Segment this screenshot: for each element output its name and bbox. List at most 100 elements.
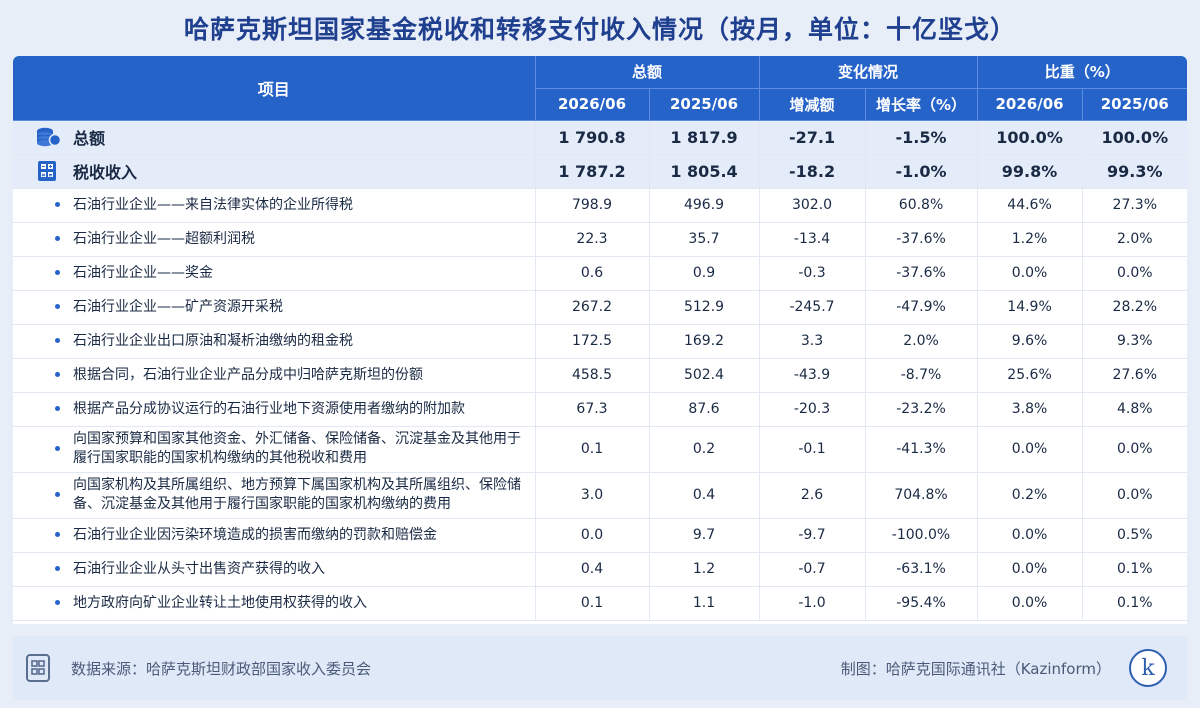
table-cell: 0.1 xyxy=(535,586,650,621)
row-label: 根据产品分成协议运行的石油行业地下资源使用者缴纳的附加款 xyxy=(13,392,536,427)
footer: 数据来源：哈萨克斯坦财政部国家收入委员会 制图：哈萨克国际通讯社（Kazinfo… xyxy=(13,636,1187,700)
table-cell: 169.2 xyxy=(649,324,760,359)
table-row: 石油行业企业出口原油和凝析油缴纳的租金税 172.5 169.2 3.3 2.0% 9.6… xyxy=(13,324,1187,359)
table-cell: 0.1% xyxy=(1082,552,1187,587)
summary-cell: -18.2 xyxy=(759,154,866,189)
table-cell: 3.3 xyxy=(759,324,866,359)
table-cell: 14.9% xyxy=(977,290,1083,325)
table-cell: -245.7 xyxy=(759,290,866,325)
row-label: 石油行业企业——奖金 xyxy=(13,256,536,291)
table-cell: 60.8% xyxy=(865,188,978,223)
page-title: 哈萨克斯坦国家基金税收和转移支付收入情况（按月，单位：十亿坚戈） xyxy=(183,14,1016,44)
table-cell: 0.9 xyxy=(649,256,760,291)
header-group-share: 比重（%） xyxy=(977,56,1187,89)
table-cell: 0.4 xyxy=(649,472,760,519)
table-cell: 25.6% xyxy=(977,358,1083,393)
row-label: 向国家机构及其所属组织、地方预算下属国家机构及其所属组织、保险储备、沉淀基金及其… xyxy=(13,472,536,519)
source-note: 数据来源：哈萨克斯坦财政部国家收入委员会 xyxy=(71,659,372,678)
table-cell: 0.0% xyxy=(977,518,1083,553)
table-row: 地方政府向矿业企业转让土地使用权获得的收入 0.1 1.1 -1.0 -95.4% 0.0… xyxy=(13,586,1187,621)
header-sub: 2025/06 xyxy=(1082,88,1187,121)
kazinform-logo: k xyxy=(1129,649,1167,687)
table-row: 石油行业企业——奖金 0.6 0.9 -0.3 -37.6% 0.0% 0.0% xyxy=(13,256,1187,291)
table-cell: 302.0 xyxy=(759,188,866,223)
table-cell: 27.3% xyxy=(1082,188,1187,223)
table-cell: 0.0% xyxy=(977,426,1083,473)
table-cell: 35.7 xyxy=(649,222,760,257)
table-cell: 0.6 xyxy=(535,256,650,291)
revenue-table: 项目 总额 变化情况 比重（%） 2026/06 2025/06 增减额 增长率… xyxy=(13,56,1187,624)
table-row: 石油行业企业——矿产资源开采税 267.2 512.9 -245.7 -47.9% 14.… xyxy=(13,290,1187,325)
table-cell: -1.0 xyxy=(759,586,866,621)
summary-cell: 1 805.4 xyxy=(649,154,760,189)
summary-cell: 99.3% xyxy=(1082,154,1187,189)
row-label: 根据合同，石油行业企业产品分成中归哈萨克斯坦的份额 xyxy=(13,358,536,393)
summary-cell: 1 790.8 xyxy=(535,120,650,155)
header-item: 项目 xyxy=(13,56,536,121)
summary-row: 总额 1 790.8 1 817.9 -27.1 -1.5% 100.0% 100.0% xyxy=(13,120,1187,155)
table-cell: -37.6% xyxy=(865,222,978,257)
table-cell: 704.8% xyxy=(865,472,978,519)
table-cell: 2.6 xyxy=(759,472,866,519)
table-cell: -41.3% xyxy=(865,426,978,473)
header-sub: 2026/06 xyxy=(977,88,1083,121)
table-cell: 0.0% xyxy=(1082,426,1187,473)
table-cell: 3.8% xyxy=(977,392,1083,427)
table-row: 根据产品分成协议运行的石油行业地下资源使用者缴纳的附加款 67.3 87.6 -20.… xyxy=(13,392,1187,427)
table-cell: 267.2 xyxy=(535,290,650,325)
table-cell: 0.0% xyxy=(1082,472,1187,519)
table-row: 向国家机构及其所属组织、地方预算下属国家机构及其所属组织、保险储备、沉淀基金及其… xyxy=(13,472,1187,519)
header-sub: 增长率（%） xyxy=(865,88,978,121)
table-cell: 0.1% xyxy=(1082,586,1187,621)
table-row: 根据合同，石油行业企业产品分成中归哈萨克斯坦的份额 458.5 502.4 -43.9… xyxy=(13,358,1187,393)
table-cell: 0.1 xyxy=(535,426,650,473)
table-cell: -100.0% xyxy=(865,518,978,553)
coins-icon xyxy=(35,126,61,148)
table-cell: 28.2% xyxy=(1082,290,1187,325)
summary-cell: -1.5% xyxy=(865,120,978,155)
summary-row-label-cell: 税收收入 xyxy=(13,154,536,189)
table-cell: -95.4% xyxy=(865,586,978,621)
header-sub: 增减额 xyxy=(759,88,866,121)
table-cell: -43.9 xyxy=(759,358,866,393)
row-label: 石油行业企业——超额利润税 xyxy=(13,222,536,257)
table-cell: -0.7 xyxy=(759,552,866,587)
table-cell: 798.9 xyxy=(535,188,650,223)
table-cell: 87.6 xyxy=(649,392,760,427)
table-cell: 0.0% xyxy=(977,586,1083,621)
summary-cell: 100.0% xyxy=(977,120,1083,155)
table-cell: -63.1% xyxy=(865,552,978,587)
summary-cell: 100.0% xyxy=(1082,120,1187,155)
row-label: 石油行业企业——矿产资源开采税 xyxy=(13,290,536,325)
table-cell: -13.4 xyxy=(759,222,866,257)
summary-cell: 99.8% xyxy=(977,154,1083,189)
row-label: 石油行业企业从头寸出售资产获得的收入 xyxy=(13,552,536,587)
table-cell: -8.7% xyxy=(865,358,978,393)
table-cell: 458.5 xyxy=(535,358,650,393)
table-row: 向国家预算和国家其他资金、外汇储备、保险储备、沉淀基金及其他用于履行国家职能的国… xyxy=(13,426,1187,473)
table-cell: 0.2% xyxy=(977,472,1083,519)
table-cell: 0.0 xyxy=(535,518,650,553)
table-row: 石油行业企业——来自法律实体的企业所得税 798.9 496.9 302.0 60.8%… xyxy=(13,188,1187,223)
table-cell: 0.0% xyxy=(977,552,1083,587)
table-cell: 496.9 xyxy=(649,188,760,223)
table-row: 石油行业企业——超额利润税 22.3 35.7 -13.4 -37.6% 1.2% 2.0% xyxy=(13,222,1187,257)
table-cell: -0.3 xyxy=(759,256,866,291)
row-label: 向国家预算和国家其他资金、外汇储备、保险储备、沉淀基金及其他用于履行国家职能的国… xyxy=(13,426,536,473)
document-icon xyxy=(25,653,51,683)
table-cell: -37.6% xyxy=(865,256,978,291)
table-cell: 502.4 xyxy=(649,358,760,393)
table-cell: 9.6% xyxy=(977,324,1083,359)
summary-cell: -1.0% xyxy=(865,154,978,189)
table-cell: 0.4 xyxy=(535,552,650,587)
table-cell: 1.1 xyxy=(649,586,760,621)
header-sub: 2026/06 xyxy=(535,88,650,121)
table-cell: 0.2 xyxy=(649,426,760,473)
table-cell: -0.1 xyxy=(759,426,866,473)
table-cell: 22.3 xyxy=(535,222,650,257)
table-cell: -47.9% xyxy=(865,290,978,325)
summary-row-label: 税收收入 xyxy=(73,163,138,182)
table-cell: 1.2% xyxy=(977,222,1083,257)
summary-row-label-cell: 总额 xyxy=(13,120,536,155)
table-cell: 0.0% xyxy=(1082,256,1187,291)
